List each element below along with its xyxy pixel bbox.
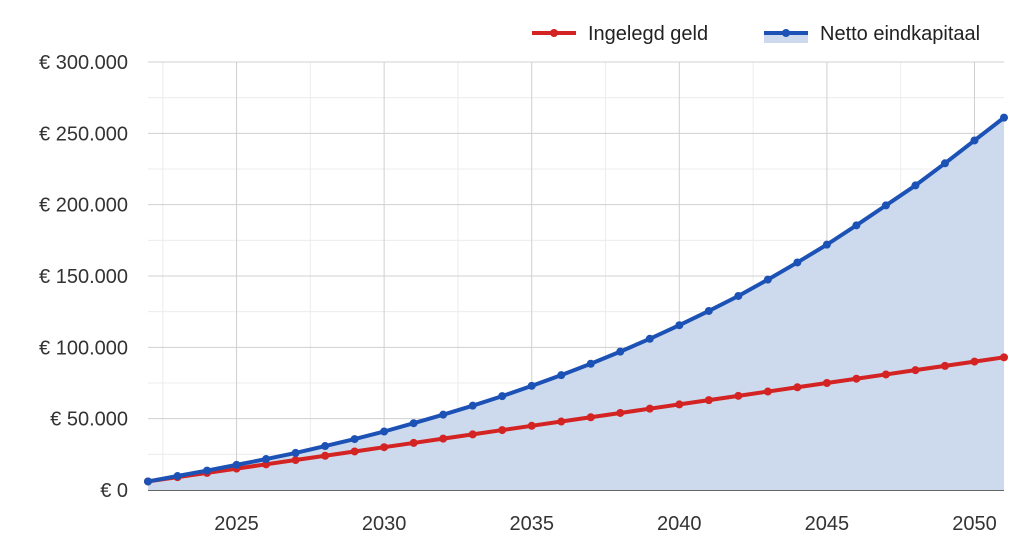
data-point-series-0 — [940, 361, 949, 370]
data-point-series-1 — [763, 275, 772, 284]
data-point-series-1 — [911, 181, 920, 190]
data-point-series-1 — [380, 427, 389, 436]
data-point-series-1 — [439, 410, 448, 419]
data-point-series-1 — [645, 334, 654, 343]
data-point-series-1 — [409, 419, 418, 428]
y-tick-label: € 100.000 — [39, 337, 128, 359]
x-tick-label: 2025 — [214, 513, 259, 535]
legend-label-1: Netto eindkapitaal — [820, 23, 980, 45]
data-point-series-1 — [144, 477, 152, 486]
x-tick-label: 2050 — [952, 513, 997, 535]
data-point-series-0 — [498, 426, 507, 435]
legend: Ingelegd geld Netto eindkapitaal — [532, 23, 980, 45]
series-lines — [146, 115, 1006, 484]
data-point-series-1 — [232, 460, 241, 469]
area-fills — [148, 117, 1004, 490]
data-point-series-0 — [468, 430, 477, 439]
data-point-series-0 — [645, 404, 654, 413]
data-point-series-0 — [1000, 353, 1008, 362]
x-tick-label: 2045 — [805, 513, 850, 535]
data-point-series-0 — [380, 443, 389, 452]
data-point-series-0 — [822, 379, 831, 387]
x-tick-label: 2030 — [362, 513, 407, 535]
data-point-series-1 — [940, 159, 949, 168]
data-point-series-0 — [439, 434, 448, 443]
data-point-series-1 — [852, 221, 861, 230]
data-point-series-0 — [852, 374, 861, 383]
legend-swatch-point-1 — [782, 29, 790, 37]
data-point-series-1 — [498, 392, 507, 401]
data-point-series-0 — [321, 451, 330, 460]
data-point-series-0 — [704, 396, 713, 405]
data-point-series-1 — [970, 136, 979, 145]
data-point-series-1 — [675, 321, 684, 330]
data-point-series-1 — [527, 381, 536, 390]
data-point-series-1 — [557, 371, 566, 380]
series-points — [144, 113, 1008, 486]
data-point-series-0 — [291, 456, 300, 465]
data-point-series-1 — [468, 401, 477, 410]
x-tick-label: 2035 — [509, 513, 554, 535]
data-point-series-0 — [586, 413, 595, 422]
data-point-series-0 — [350, 447, 359, 456]
data-point-series-0 — [734, 391, 743, 400]
data-point-series-1 — [616, 347, 625, 356]
data-point-series-0 — [557, 417, 566, 426]
data-point-series-0 — [970, 357, 979, 366]
data-point-series-1 — [734, 291, 743, 300]
x-tick-label: 2040 — [657, 513, 702, 535]
legend-swatch-fill-1 — [764, 33, 808, 43]
data-point-series-1 — [173, 472, 182, 481]
data-point-series-0 — [527, 421, 536, 430]
y-tick-label: € 50.000 — [50, 409, 128, 431]
y-tick-label: € 0 — [100, 480, 128, 502]
series-line-1 — [146, 115, 1006, 484]
x-axis: 2025 2030 2035 2040 2045 2050 — [214, 513, 996, 535]
data-point-series-1 — [586, 359, 595, 368]
legend-label-0: Ingelegd geld — [588, 23, 708, 45]
data-point-series-1 — [822, 240, 831, 249]
y-tick-label: € 150.000 — [39, 266, 128, 288]
data-point-series-1 — [704, 306, 713, 315]
data-point-series-0 — [911, 366, 920, 375]
data-point-series-0 — [409, 438, 418, 447]
data-point-series-0 — [881, 370, 890, 379]
series-line-0 — [146, 355, 1006, 484]
legend-swatch-point-0 — [550, 29, 558, 37]
data-point-series-1 — [321, 442, 330, 451]
data-point-series-0 — [616, 408, 625, 417]
y-tick-label: € 200.000 — [39, 195, 128, 217]
data-point-series-1 — [262, 455, 271, 464]
data-point-series-0 — [675, 400, 684, 409]
y-tick-label: € 300.000 — [39, 52, 128, 74]
y-tick-label: € 250.000 — [39, 123, 128, 145]
data-point-series-1 — [1000, 113, 1008, 122]
data-point-series-0 — [793, 383, 802, 392]
y-axis: € 0 € 50.000 € 100.000 € 150.000 € 200.000 € … — [39, 52, 128, 502]
area-fill-series-1 — [148, 117, 1004, 490]
data-point-series-1 — [350, 435, 359, 444]
data-point-series-1 — [291, 448, 300, 457]
data-point-series-1 — [793, 258, 802, 267]
data-point-series-0 — [763, 387, 772, 396]
data-point-series-1 — [881, 201, 890, 210]
data-point-series-1 — [203, 466, 212, 475]
